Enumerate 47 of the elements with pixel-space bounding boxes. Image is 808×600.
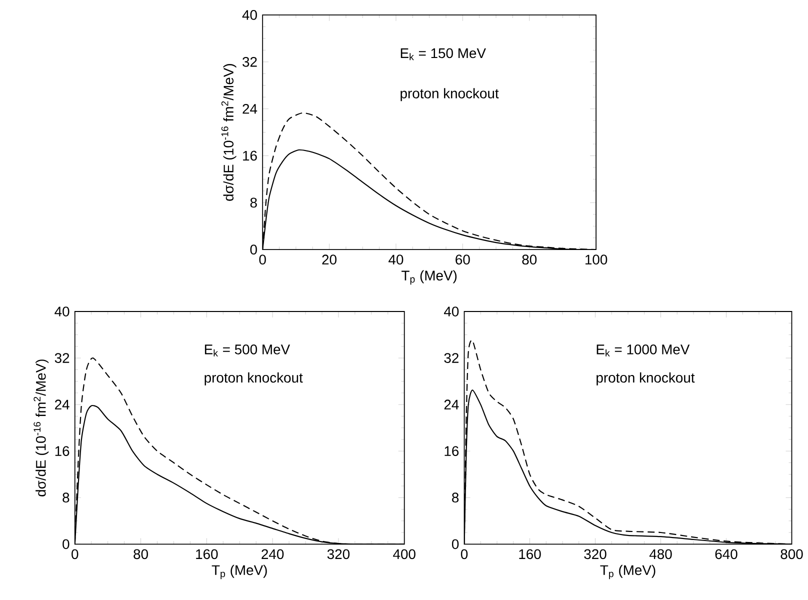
- x-tick-label: 480: [649, 549, 672, 560]
- annotation: proton knockout: [596, 372, 695, 386]
- x-axis-title: T$_{p}$ (MeV): [402, 270, 457, 285]
- annotation: proton knockout: [400, 88, 499, 102]
- y-tick-label: 16: [243, 150, 257, 161]
- y-tick-label: 8: [452, 492, 459, 503]
- y-tick-label: 0: [452, 539, 459, 550]
- x-tick-label: 0: [460, 549, 468, 560]
- x-tick-label: 20: [322, 254, 336, 265]
- y-tick-label: 32: [242, 56, 257, 67]
- y-tick-label: 24: [242, 104, 258, 114]
- x-tick-label: 240: [262, 549, 284, 560]
- y-tick-label: 40: [242, 10, 257, 20]
- x-tick-label: 100: [586, 254, 608, 265]
- x-axis-title: T$_{p}$ (MeV): [600, 564, 656, 580]
- y-tick-label: 24: [444, 400, 459, 410]
- y-axis-title: dσ/dE (10$^{-16}$ fm$^{2}$/MeV): [221, 64, 236, 201]
- x-tick-label: 320: [327, 549, 350, 560]
- annotation: proton knockout: [204, 372, 303, 386]
- y-tick-label: 0: [62, 539, 70, 550]
- y-tick-label: 8: [250, 198, 257, 208]
- x-tick-label: 60: [456, 254, 470, 265]
- x-tick-label: 160: [196, 549, 218, 560]
- x-axis-title: T$_{p}$ (MeV): [212, 564, 267, 580]
- x-tick-label: 640: [715, 549, 738, 560]
- x-tick-label: 40: [388, 254, 404, 265]
- y-axis-title: dσ/dE (10$^{-16}$ fm$^{2}$/MeV): [34, 360, 49, 496]
- x-tick-label: 0: [259, 254, 266, 265]
- y-tick-label: 32: [444, 353, 458, 363]
- y-tick-label: 16: [55, 446, 70, 456]
- y-tick-label: 24: [55, 400, 70, 410]
- y-tick-label: 40: [444, 306, 459, 316]
- annotation: E$_{k}$ = 1000 MeV: [596, 344, 690, 356]
- x-tick-label: 160: [519, 549, 541, 560]
- x-tick-label: 80: [134, 549, 148, 560]
- x-tick-label: 0: [72, 549, 78, 560]
- x-tick-label: 320: [584, 549, 606, 560]
- annotation: E$_{k}$ = 500 MeV: [204, 344, 290, 356]
- x-tick-label: 800: [780, 549, 803, 560]
- y-tick-label: 40: [54, 306, 70, 316]
- annotation: E$_{k}$ = 150 MeV: [400, 48, 486, 60]
- x-tick-label: 400: [393, 549, 416, 560]
- x-tick-label: 80: [522, 254, 537, 265]
- y-tick-label: 32: [54, 353, 70, 363]
- y-tick-label: 0: [250, 244, 257, 255]
- y-tick-label: 8: [62, 492, 70, 503]
- y-tick-label: 16: [444, 446, 459, 456]
